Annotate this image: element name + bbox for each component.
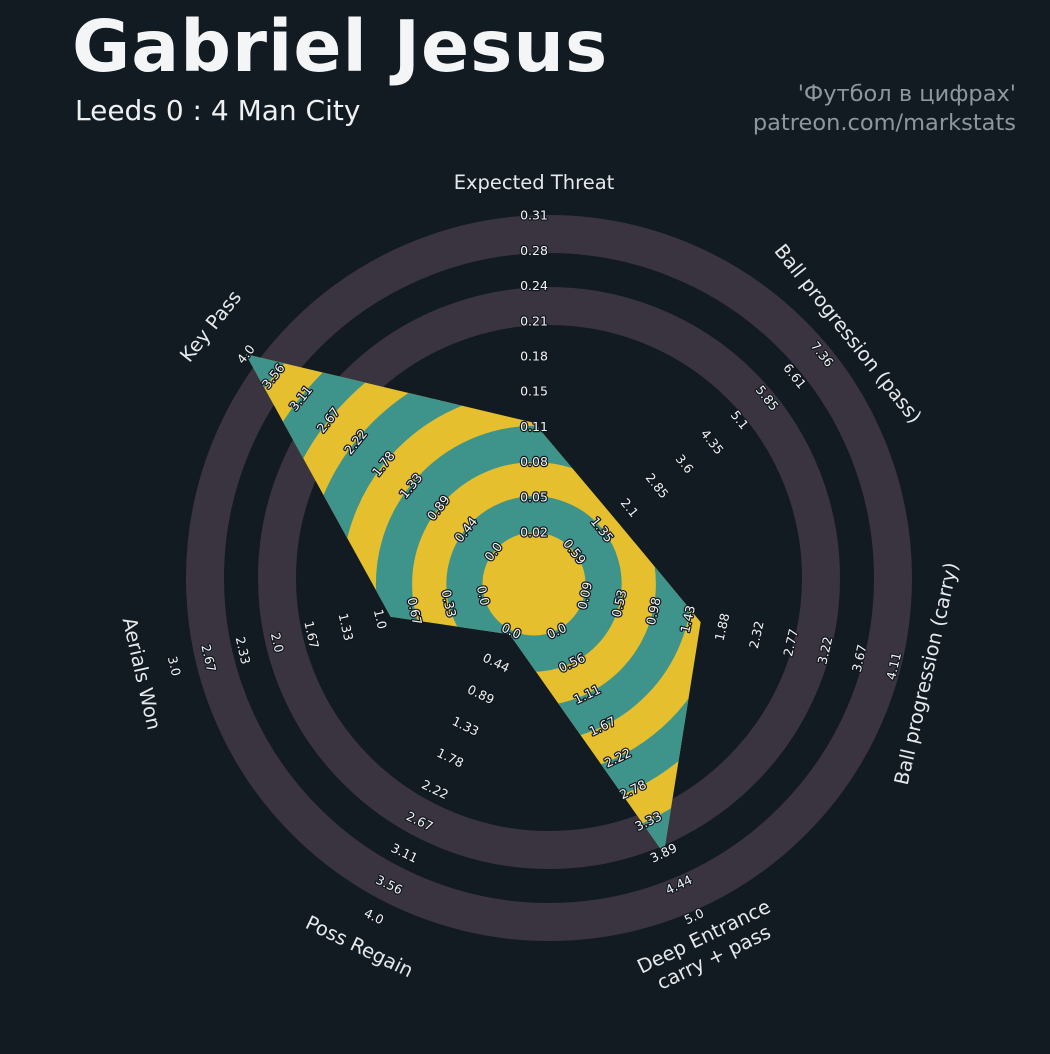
stat-ring-band-teal	[446, 496, 622, 672]
match-score-subtitle: Leeds 0 : 4 Man City	[75, 94, 361, 127]
axis-tick-label: 0.33	[439, 588, 460, 618]
axis-tick-label: 0.67	[404, 596, 425, 626]
grid-rings	[186, 215, 912, 941]
axis-tick-label: 0.28	[520, 243, 548, 258]
watermark: 'Футбол в цифрах' patreon.com/markstats	[753, 80, 1016, 138]
axis-tick-label: 0.08	[520, 454, 548, 469]
watermark-brand: 'Футбол в цифрах'	[797, 81, 1016, 107]
axis-tick-label: 2.77	[780, 627, 801, 657]
axis-tick-label: 0.31	[520, 208, 548, 223]
axis-tick-label: 3.22	[814, 635, 835, 665]
axis-tick-label: 0.05	[520, 489, 548, 504]
axis-tick-label: 3.0	[165, 655, 184, 678]
grid-ring-light	[186, 215, 912, 941]
axis-tick-label: 2.33	[233, 635, 254, 665]
axis-title: Expected Threat	[454, 171, 615, 194]
axis-tick-label: 2.67	[198, 643, 219, 673]
axis-tick-label: 1.0	[371, 608, 390, 631]
axis-tick-label: 0.21	[520, 313, 548, 328]
axis-tick-label: 3.67	[849, 643, 870, 673]
axis-tick-label: 2.0	[268, 631, 287, 654]
axis-tick-label: 1.43	[677, 604, 698, 634]
axis-tick-label: 2.32	[746, 619, 767, 649]
axis-tick-label: 0.18	[520, 349, 548, 364]
axis-tick-label: 0.53	[609, 588, 630, 618]
axis-tick-label: 0.11	[520, 419, 548, 434]
axis-tick-label: 4.11	[883, 651, 904, 681]
axis-tick-label: 0.24	[520, 278, 548, 293]
grid-ring-light	[258, 287, 840, 869]
axis-tick-label: 1.67	[301, 619, 322, 649]
axis-tick-label: 0.02	[520, 525, 548, 540]
axis-tick-label: 1.33	[336, 612, 357, 642]
axis-tick-label: 0.15	[520, 384, 548, 399]
watermark-patreon-url: patreon.com/markstats	[752, 109, 1016, 136]
axis-tick-label: 0.0	[474, 584, 493, 607]
page-title: Gabriel Jesus	[72, 5, 609, 88]
